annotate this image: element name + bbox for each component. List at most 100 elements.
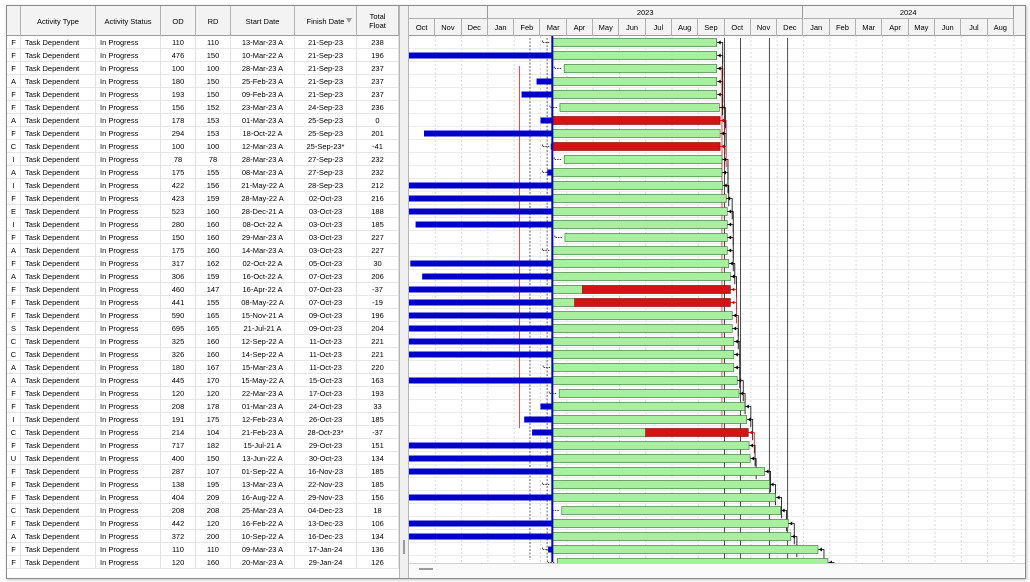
cell-od: 590	[161, 309, 196, 322]
remaining-bar	[552, 220, 728, 229]
filter-icon[interactable]	[346, 18, 352, 23]
table-row[interactable]: F Task Dependent In Progress 100 100 28-Mar-2…	[7, 62, 399, 75]
row-divider	[7, 178, 399, 179]
relationship-arrow	[717, 92, 721, 97]
table-row[interactable]: F Task Dependent In Progress 460 147 16-Apr-2…	[7, 283, 399, 296]
table-row[interactable]: A Task Dependent In Progress 445 170 15-May-2…	[7, 374, 399, 387]
table-row[interactable]: F Task Dependent In Progress 294 153 18-Oct-2…	[7, 127, 399, 140]
column-header-start-date[interactable]: Start Date	[231, 6, 295, 36]
table-row[interactable]: A Task Dependent In Progress 175 160 14-Mar-2…	[7, 244, 399, 257]
table-row[interactable]: S Task Dependent In Progress 695 165 21-Jul-2…	[7, 322, 399, 335]
cell-rd: 160	[196, 335, 231, 348]
column-header-total-float[interactable]: Total Float	[357, 6, 399, 36]
cell-od: 317	[161, 257, 196, 270]
table-row[interactable]: F Task Dependent In Progress 441 155 08-May-2…	[7, 296, 399, 309]
row-divider	[7, 87, 399, 88]
table-row[interactable]: C Task Dependent In Progress 208 208 25-Mar-2…	[7, 504, 399, 517]
actual-progress-bar	[540, 403, 553, 410]
table-row[interactable]: F Task Dependent In Progress 404 209 16-Aug-2…	[7, 491, 399, 504]
cell-total-float: 212	[357, 179, 399, 192]
cell-total-float: 151	[357, 439, 399, 452]
table-row[interactable]: A Task Dependent In Progress 306 159 16-Oct-2…	[7, 270, 399, 283]
table-row[interactable]: E Task Dependent In Progress 523 160 28-Dec-2…	[7, 205, 399, 218]
timescale-month: Jul	[961, 19, 988, 36]
table-row[interactable]: A Task Dependent In Progress 180 167 15-Mar-2…	[7, 361, 399, 374]
scroll-thumb[interactable]	[419, 568, 433, 570]
column-header-finish-date[interactable]: Finish Date	[295, 6, 357, 36]
relationship-line	[546, 560, 556, 563]
table-row[interactable]: F Task Dependent In Progress 208 178 01-Mar-2…	[7, 400, 399, 413]
relationship-line	[541, 144, 551, 147]
actual-progress-bar	[536, 78, 553, 85]
cell-rd: 160	[196, 348, 231, 361]
cell-od: 445	[161, 374, 196, 387]
column-header-select[interactable]	[7, 6, 21, 36]
remaining-bar	[559, 103, 720, 112]
table-row[interactable]: F Task Dependent In Progress 156 152 23-Mar-2…	[7, 101, 399, 114]
table-row[interactable]: F Task Dependent In Progress 423 159 28-May-2…	[7, 192, 399, 205]
remaining-bar	[552, 298, 575, 307]
cell-od: 326	[161, 348, 196, 361]
table-row[interactable]: F Task Dependent In Progress 150 160 29-Mar-2…	[7, 231, 399, 244]
table-row[interactable]: C Task Dependent In Progress 214 104 21-Feb-2…	[7, 426, 399, 439]
cell-finish-date: 26-Oct-23	[295, 413, 357, 426]
table-row[interactable]: I Task Dependent In Progress 191 175 12-Feb-2…	[7, 413, 399, 426]
table-row[interactable]: F Task Dependent In Progress 317 162 02-Oct-2…	[7, 257, 399, 270]
table-row[interactable]: F Task Dependent In Progress 287 107 01-Sep-2…	[7, 465, 399, 478]
table-row[interactable]: I Task Dependent In Progress 280 160 08-Oct-2…	[7, 218, 399, 231]
actual-progress-bar	[423, 130, 553, 137]
column-header-activity-type[interactable]: Activity Type	[21, 6, 96, 36]
cell-rd: 162	[196, 257, 231, 270]
cell-rd: 160	[196, 244, 231, 257]
relationship-line	[732, 315, 739, 337]
cell-activity-type: Task Dependent	[21, 452, 96, 465]
column-header-rd[interactable]: RD	[196, 6, 231, 36]
table-row[interactable]: I Task Dependent In Progress 422 156 21-May-2…	[7, 179, 399, 192]
table-row[interactable]: A Task Dependent In Progress 175 155 08-Mar-2…	[7, 166, 399, 179]
horizontal-scrollbar[interactable]	[409, 563, 1025, 578]
cell-od: 422	[161, 179, 196, 192]
timescale-month: Jul	[646, 19, 672, 36]
cell-activity-status: In Progress	[96, 231, 161, 244]
table-row[interactable]: F Task Dependent In Progress 717 182 15-Jul-2…	[7, 439, 399, 452]
timescale-month: Oct	[725, 19, 751, 36]
cell-activity-status: In Progress	[96, 179, 161, 192]
row-divider	[7, 451, 399, 452]
table-row[interactable]: F Task Dependent In Progress 120 160 20-Mar-2…	[7, 556, 399, 569]
cell-total-float: 185	[357, 478, 399, 491]
column-header-activity-status[interactable]: Activity Status	[96, 6, 161, 36]
table-row[interactable]: I Task Dependent In Progress 78 78 28-Mar-23 …	[7, 153, 399, 166]
row-select: F	[7, 192, 21, 205]
table-row[interactable]: F Task Dependent In Progress 110 110 13-Mar-2…	[7, 36, 399, 49]
timescale[interactable]: 2023 2024 Oct Nov Dec Jan Feb Mar Apr May Jun Jul Au…	[409, 6, 1025, 36]
table-row[interactable]: C Task Dependent In Progress 326 160 14-Sep-2…	[7, 348, 399, 361]
remaining-bar	[552, 285, 583, 294]
table-row[interactable]: F Task Dependent In Progress 193 150 09-Feb-2…	[7, 88, 399, 101]
timescale-month: May	[593, 19, 620, 36]
table-row[interactable]: F Task Dependent In Progress 442 120 16-Feb-2…	[7, 517, 399, 530]
cell-activity-type: Task Dependent	[21, 88, 96, 101]
table-row[interactable]: F Task Dependent In Progress 590 165 15-Nov-2…	[7, 309, 399, 322]
table-row[interactable]: A Task Dependent In Progress 180 150 25-Feb-2…	[7, 75, 399, 88]
cell-finish-date: 04-Dec-23	[295, 504, 357, 517]
relationship-line	[733, 341, 741, 363]
column-header-od[interactable]: OD	[161, 6, 196, 36]
table-row[interactable]: F Task Dependent In Progress 120 120 22-Mar-2…	[7, 387, 399, 400]
table-row[interactable]: U Task Dependent In Progress 400 150 13-Jun-2…	[7, 452, 399, 465]
remaining-bar	[552, 168, 723, 177]
table-row[interactable]: A Task Dependent In Progress 178 153 01-Mar-2…	[7, 114, 399, 127]
table-row[interactable]: F Task Dependent In Progress 110 110 09-Mar-2…	[7, 543, 399, 556]
cell-activity-type: Task Dependent	[21, 400, 96, 413]
table-row[interactable]: A Task Dependent In Progress 372 200 10-Sep-2…	[7, 530, 399, 543]
table-row[interactable]: C Task Dependent In Progress 100 100 12-Mar-2…	[7, 140, 399, 153]
table-row[interactable]: C Task Dependent In Progress 325 160 12-Sep-2…	[7, 335, 399, 348]
pane-splitter[interactable]	[399, 6, 409, 578]
table-row[interactable]: F Task Dependent In Progress 476 150 10-Mar-2…	[7, 49, 399, 62]
remaining-bar	[552, 337, 735, 346]
table-row[interactable]: F Task Dependent In Progress 138 195 13-Mar-2…	[7, 478, 399, 491]
splitter-grip-icon[interactable]	[403, 540, 405, 554]
cell-od: 110	[161, 543, 196, 556]
cell-od: 441	[161, 296, 196, 309]
remaining-bar	[552, 363, 735, 372]
row-select: F	[7, 36, 21, 49]
